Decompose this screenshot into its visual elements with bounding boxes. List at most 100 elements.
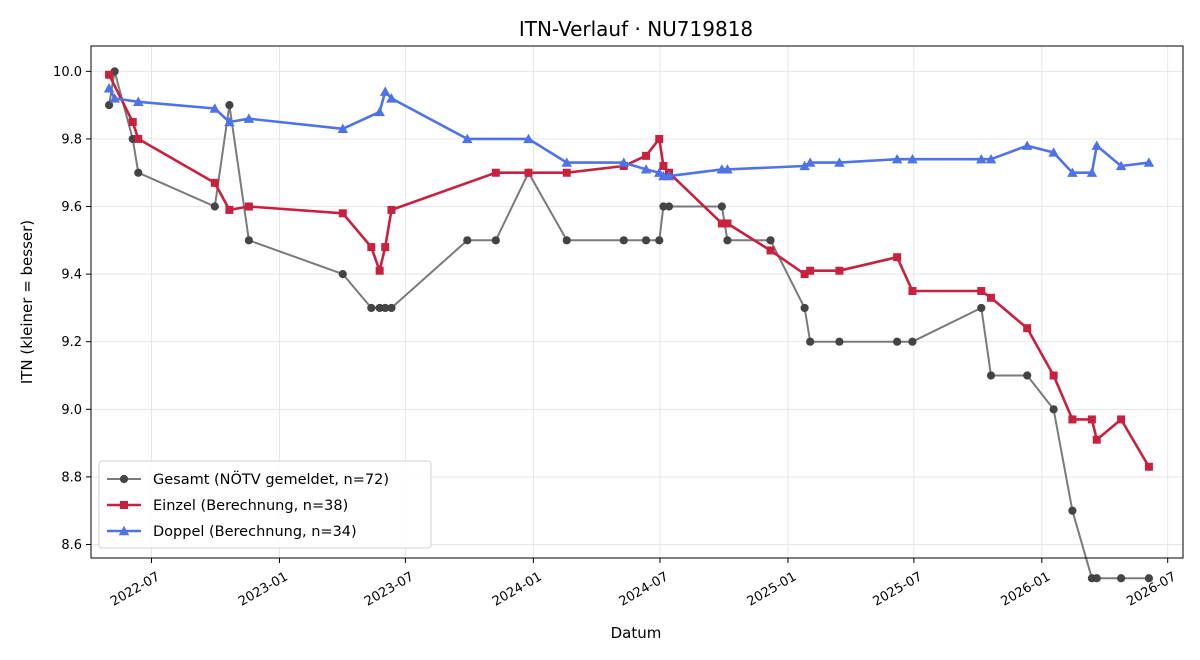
y-tick-label: 8.6 (61, 538, 82, 553)
data-point (799, 160, 810, 171)
data-point (642, 151, 651, 160)
data-point (133, 96, 144, 106)
series-line (108, 70, 1149, 580)
data-point (386, 93, 397, 103)
data-point (1068, 506, 1077, 515)
data-point (723, 236, 732, 245)
data-point (105, 70, 114, 79)
data-point (134, 134, 143, 143)
data-point (619, 236, 628, 245)
data-point (1067, 167, 1078, 177)
data-point (463, 236, 472, 245)
data-point (1092, 435, 1101, 444)
data-point (561, 157, 573, 167)
data-point (243, 113, 255, 123)
data-point (800, 303, 809, 313)
plot-frame (90, 45, 1184, 559)
data-point (908, 287, 917, 296)
data-point (907, 153, 918, 164)
data-point (834, 157, 845, 167)
y-axis-label: ITN (kleiner = besser) (18, 220, 36, 384)
data-point (244, 236, 253, 245)
x-axis-label: Datum (611, 624, 662, 642)
data-point (1049, 371, 1058, 380)
data-point (1023, 371, 1032, 380)
data-point (986, 371, 996, 380)
data-point (641, 236, 651, 245)
series-triangle (103, 82, 1155, 181)
data-point (109, 93, 120, 103)
series-layer (103, 67, 1155, 583)
data-point (723, 219, 732, 228)
legend-box (98, 460, 432, 549)
data-point (1023, 324, 1032, 333)
y-tick-label: 10.0 (53, 65, 82, 80)
chart-title: ITN-Verlauf · NU719818 (519, 17, 753, 41)
y-tick-label: 9.6 (61, 200, 82, 215)
data-point (655, 236, 664, 245)
data-point (717, 219, 726, 228)
data-point (1117, 415, 1126, 424)
data-point (1049, 405, 1058, 414)
legend: Gesamt (NÖTV gemeldet, n=72) Einzel (Bere… (98, 460, 432, 549)
legend-label: Gesamt (NÖTV gemeldet, n=72) (153, 470, 389, 488)
series-line (107, 74, 1151, 468)
data-point (1021, 140, 1033, 150)
data-point (891, 153, 903, 164)
data-point (806, 337, 815, 346)
data-point (800, 270, 809, 279)
data-point (562, 236, 571, 245)
data-point (387, 303, 396, 313)
x-tick-label: 2023-01 (236, 569, 291, 609)
data-point (1092, 574, 1101, 583)
data-point (977, 303, 986, 313)
data-point (462, 133, 473, 144)
data-point (659, 161, 668, 170)
data-point (374, 106, 385, 117)
data-point (766, 236, 775, 245)
data-point (987, 293, 996, 302)
data-point (128, 118, 137, 127)
y-tick-label: 9.0 (61, 403, 82, 418)
data-point (381, 303, 390, 313)
data-point (985, 153, 997, 164)
data-point (766, 246, 775, 255)
data-point (655, 134, 664, 143)
y-tick-label: 8.8 (61, 470, 82, 485)
data-point (806, 266, 815, 275)
y-tick-label: 9.4 (61, 268, 82, 283)
legend-marker (120, 501, 128, 509)
y-tick-label: 9.8 (61, 132, 82, 147)
data-point (893, 253, 902, 262)
data-point (893, 337, 902, 346)
data-point (908, 337, 917, 346)
data-point (244, 202, 253, 211)
data-point (225, 101, 234, 110)
data-point (1086, 167, 1098, 177)
data-point (379, 86, 391, 96)
data-point (337, 123, 349, 133)
data-point (1087, 415, 1096, 424)
data-point (381, 243, 390, 252)
x-tick-label: 2026-01 (998, 569, 1053, 609)
data-point (103, 82, 115, 93)
data-point (224, 116, 235, 127)
data-point (640, 164, 652, 174)
y-tick-label: 9.2 (61, 335, 82, 350)
data-point (491, 236, 500, 245)
series-square (105, 70, 1153, 471)
data-point (562, 168, 571, 177)
data-point (338, 270, 347, 279)
data-point (663, 170, 675, 181)
x-tick-label: 2022-07 (108, 569, 163, 609)
data-point (722, 164, 733, 174)
data-point (367, 243, 376, 252)
x-tick-label: 2024-01 (490, 569, 545, 609)
data-point (835, 266, 844, 275)
data-point (210, 202, 219, 211)
data-point (375, 266, 384, 275)
legend-label: Doppel (Berechnung, n=34) (153, 524, 357, 540)
legend-marker (119, 474, 129, 484)
x-tick-label: 2023-07 (362, 569, 417, 609)
data-point (104, 101, 114, 110)
